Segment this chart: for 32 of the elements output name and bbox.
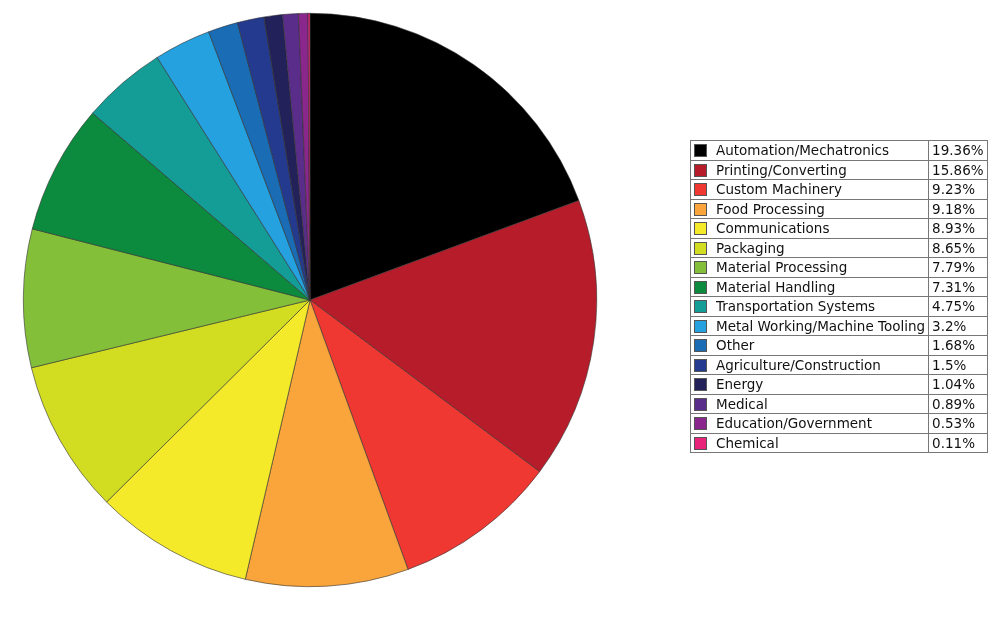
- data-label: 1.5%: [928, 355, 988, 375]
- data-label: 15.86%: [928, 160, 988, 180]
- data-label: 8.65%: [928, 238, 988, 258]
- data-label: 1.04%: [928, 374, 988, 394]
- legend-label: Chemical: [716, 434, 779, 451]
- legend-label: Education/Government: [716, 415, 872, 432]
- legend-label: Food Processing: [716, 200, 825, 217]
- legend-label: Packaging: [716, 239, 785, 256]
- legend-label: Medical: [716, 395, 768, 412]
- legend-label: Energy: [716, 376, 764, 393]
- legend-label: Transportation Systems: [716, 298, 876, 315]
- legend-label: Metal Working/Machine Tooling: [716, 317, 926, 334]
- legend-label: Material Handling: [716, 278, 836, 295]
- legend-label: Automation/Mechatronics: [716, 142, 889, 159]
- data-label: 9.18%: [928, 199, 988, 219]
- legend-label: Material Processing: [716, 259, 848, 276]
- legend-label: Custom Machinery: [716, 181, 843, 198]
- data-label: 19.36%: [928, 140, 988, 160]
- data-label: 9.23%: [928, 179, 988, 199]
- data-label: 7.79%: [928, 257, 988, 277]
- data-label: 8.93%: [928, 218, 988, 238]
- data-label: 0.89%: [928, 394, 988, 414]
- data-label: 7.31%: [928, 277, 988, 297]
- data-label: 4.75%: [928, 296, 988, 316]
- data-label: 1.68%: [928, 335, 988, 355]
- legend-label: Agriculture/Construction: [716, 356, 881, 373]
- data-label: 0.53%: [928, 413, 988, 433]
- data-label: 3.2%: [928, 316, 988, 336]
- legend-label: Other: [716, 337, 755, 354]
- legend-label: Communications: [716, 220, 830, 237]
- data-label: 0.11%: [928, 433, 988, 453]
- legend-label: Printing/Converting: [716, 161, 847, 178]
